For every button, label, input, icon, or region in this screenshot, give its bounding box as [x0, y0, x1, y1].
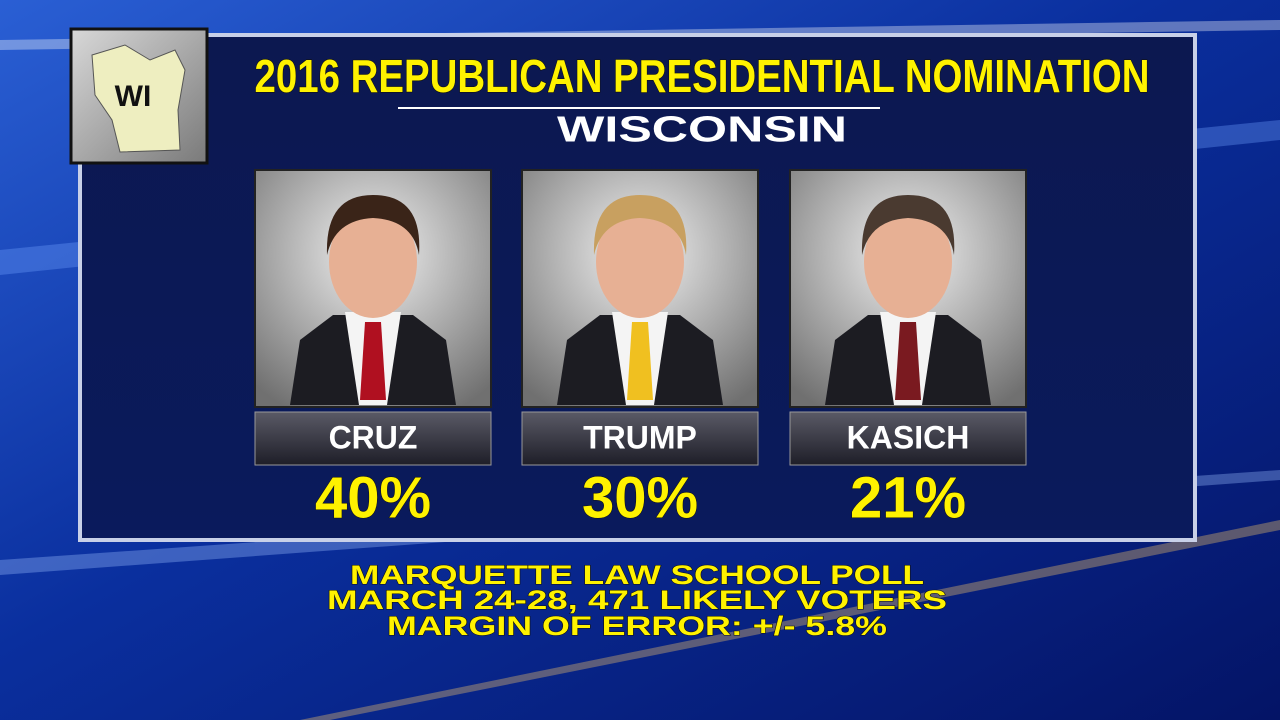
footer-line: MARQUETTE LAW SCHOOL POLL [350, 560, 924, 590]
title: 2016 REPUBLICAN PRESIDENTIAL NOMINATION [255, 50, 1150, 102]
face [864, 206, 952, 318]
hair [326, 195, 420, 255]
state-label: WI [115, 80, 152, 113]
candidate-result: 40% [315, 465, 431, 530]
tie [627, 322, 653, 400]
face [596, 206, 684, 318]
candidate-result: 30% [582, 465, 698, 530]
name-bar [521, 411, 759, 466]
candidate-result: 21% [850, 465, 966, 530]
name-bar [789, 411, 1027, 466]
candidate-name: TRUMP [583, 419, 697, 455]
subtitle: WISCONSIN [557, 109, 847, 150]
hair [593, 195, 687, 255]
candidate-name: CRUZ [329, 419, 418, 455]
hair [861, 195, 955, 255]
tie [360, 322, 386, 400]
tie [895, 322, 921, 400]
footer-line: MARCH 24-28, 471 LIKELY VOTERS [327, 585, 947, 615]
face [329, 206, 417, 318]
candidates: CRUZ 40% TRUMP 30% KASICH 21% [254, 169, 1027, 531]
state-badge: WI [69, 27, 209, 165]
footer-line: MARGIN OF ERROR: +/- 5.8% [387, 611, 887, 641]
name-bar [254, 411, 492, 466]
candidate-name: KASICH [847, 419, 970, 455]
